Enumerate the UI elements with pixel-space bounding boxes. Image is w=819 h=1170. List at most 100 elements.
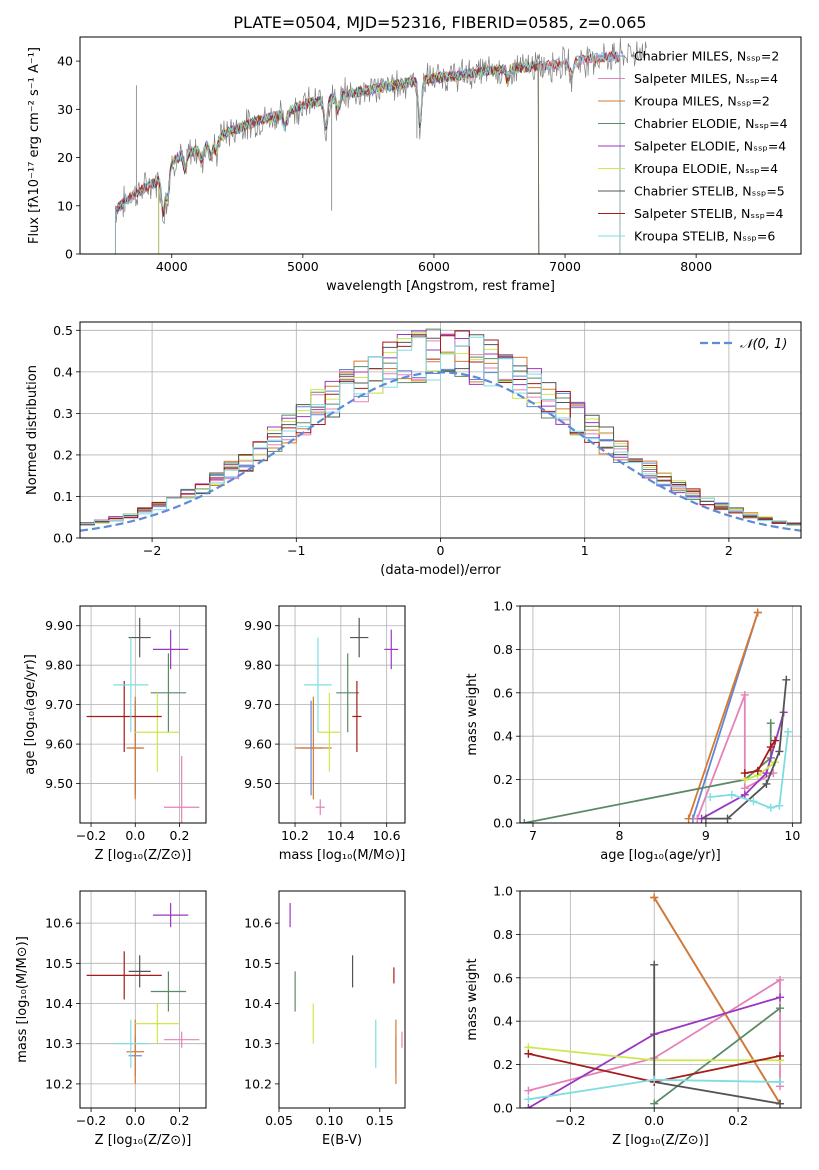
weight-marker-salpeter-stelib [740,769,749,778]
y-tick-label: 9.80 [244,658,272,673]
x-tick-label: −0.2 [76,828,106,843]
y-tick-label: 1.0 [493,884,513,899]
x-axis-label: wavelength [Angstrom, rest frame] [326,279,555,294]
y-tick-label: 0.4 [53,364,73,379]
y-axis-label: Normed distribution [25,365,40,495]
x-tick-label: −2 [143,543,161,558]
x-axis-label: Z [log₁₀(Z/Z⊙)] [612,1133,709,1148]
legend-label-kroupa-elodie: Kroupa ELODIE, Nₛₛₚ=4 [634,161,778,176]
x-tick-label: 2 [725,543,733,558]
y-tick-label: 0.8 [493,927,513,942]
y-axis-label: age [log₁₀(age/yr)] [23,654,38,775]
x-tick-label: −0.2 [76,1113,106,1128]
x-axis-label: Z [log₁₀(Z/Z⊙)] [95,1133,192,1148]
y-tick-label: 9.50 [244,776,272,791]
weight-marker-salpeter-elodie [524,1104,533,1108]
x-tick-label: 0.2 [170,1113,190,1128]
y-tick-label: 10.3 [45,1036,73,1051]
x-tick-label: 0.2 [728,1113,748,1128]
weight-marker-chabrier-stelib [775,747,784,756]
y-tick-label: 0.2 [493,772,513,787]
residual-histogram-panel: −2 −1 0 1 2 0.0 0.1 0.2 0.3 0.4 0.5 (data-model)/er… [25,321,802,578]
plot-area [524,893,785,1108]
axes: −0.2 0.0 0.2 0.0 0.2 0.4 0.6 0.8 1.0 Z [log₁₀(Z/Z… [465,884,802,1148]
y-tick-label: 9.70 [45,697,73,712]
y-tick-label: 0.3 [53,406,73,421]
weight-marker-chabrier-elodie [766,719,775,728]
x-tick-label: 0.0 [644,1113,664,1128]
histogram-kroupa-stelib [80,336,801,538]
axes-frame [519,605,802,824]
weight-marker-kroupa-stelib [784,727,793,736]
weight-marker-kroupa-stelib [727,790,736,799]
y-tick-label: 30 [57,102,73,117]
y-tick-label: 10.3 [244,1036,272,1051]
weight-vs-metallicity-panel: −0.2 0.0 0.2 0.0 0.2 0.4 0.6 0.8 1.0 Z [log₁₀(Z/Z… [465,884,802,1148]
model-spectrum-kroupa-elodie [158,61,540,254]
legend-label-chabrier-miles: Chabrier MILES, Nₛₛₚ=2 [634,49,779,64]
weight-marker-salpeter-stelib [753,766,762,775]
y-tick-label: 10.6 [244,916,272,931]
weight-line-chabrier-elodie [653,1007,781,1105]
y-tick-label: 0 [65,247,73,262]
y-tick-label: 0.0 [493,816,513,831]
y-tick-label: 0.2 [493,1057,513,1072]
y-tick-label: 9.80 [45,658,73,673]
mass-vs-metallicity-panel: −0.2 0.0 0.2 10.2 10.3 10.4 10.5 10.6 Z [log₁₀(Z… [15,890,207,1148]
legend-label-kroupa-miles: Kroupa MILES, Nₛₛₚ=2 [634,94,770,109]
plot-area [80,328,801,538]
y-tick-label: 0.0 [493,1101,513,1116]
weight-line-salpeter-miles [528,978,781,1092]
weight-marker-salpeter-stelib [524,1049,533,1058]
x-tick-label: 10.6 [373,828,401,843]
x-tick-label: 8 [615,828,623,843]
weight-marker-kroupa-stelib [766,803,775,812]
weight-line-salpeter-stelib [744,740,776,774]
y-tick-label: 1.0 [493,599,513,614]
y-tick-label: 0.1 [53,489,73,504]
y-tick-label: 10.6 [45,916,73,931]
weight-line-kroupa-miles [653,897,781,1105]
axes: 4000 5000 6000 7000 8000 0 10 20 30 40 wavelength … [27,36,802,294]
y-tick-label: 20 [57,150,73,165]
weight-marker-kroupa-stelib [775,801,784,810]
x-tick-label: 0.15 [366,1113,394,1128]
spectrum-legend: Chabrier MILES, Nₛₛₚ=2 Salpeter MILES, Nₛ… [598,49,788,244]
gaussian-legend-label: 𝒩(0, 1) [740,337,787,352]
y-axis-label: Flux [fλ10⁻¹⁷ erg cm⁻² s⁻¹ A⁻¹] [27,47,42,244]
model-spectrum-kroupa-stelib [114,51,621,254]
y-tick-label: 9.60 [45,737,73,752]
y-tick-label: 0.5 [53,323,73,338]
weight-line-chabrier-elodie [524,723,772,823]
y-tick-label: 0.6 [493,970,513,985]
x-tick-label: −1 [287,543,305,558]
figure-title: PLATE=0504, MJD=52316, FIBERID=0585, z=0… [233,13,646,32]
weight-marker-salpeter-stelib [776,1051,785,1060]
legend-label-salpeter-elodie: Salpeter ELODIE, Nₛₛₚ=4 [634,139,786,154]
y-tick-label: 10.5 [244,956,272,971]
axes-frame [278,605,406,824]
x-axis-label: (data-model)/error [380,563,501,578]
weight-marker-chabrier-stelib [701,814,710,823]
weight-line-kroupa-stelib [710,731,789,809]
weight-marker-kroupa-miles [753,608,762,617]
y-tick-label: 10.5 [45,956,73,971]
axes: −2 −1 0 1 2 0.0 0.1 0.2 0.3 0.4 0.5 (data-model)/er… [25,321,802,578]
weight-marker-chabrier-elodie [650,1099,659,1108]
age-vs-mass-panel: 10.2 10.4 10.6 9.50 9.60 9.70 9.80 9.90 mass [lo… [244,605,406,863]
plot-area [295,617,399,816]
weight-marker-salpeter-elodie [740,790,749,799]
plot-area [114,37,647,254]
age-vs-metallicity-panel: −0.2 0.0 0.2 9.50 9.60 9.70 9.80 9.90 Z [log₁₀(Z… [23,605,207,863]
weight-marker-chabrier-stelib [782,675,791,684]
weight-marker-salpeter-elodie [776,993,785,1002]
x-tick-label: 1 [581,543,589,558]
weight-line-kroupa-miles [687,612,759,819]
weight-marker-chabrier-stelib [776,1099,785,1108]
weight-marker-chabrier-elodie [520,819,529,823]
plot-area [86,903,200,1084]
y-tick-label: 9.70 [244,697,272,712]
x-tick-label: 10 [784,828,800,843]
histogram-salpeter-stelib [80,330,801,538]
